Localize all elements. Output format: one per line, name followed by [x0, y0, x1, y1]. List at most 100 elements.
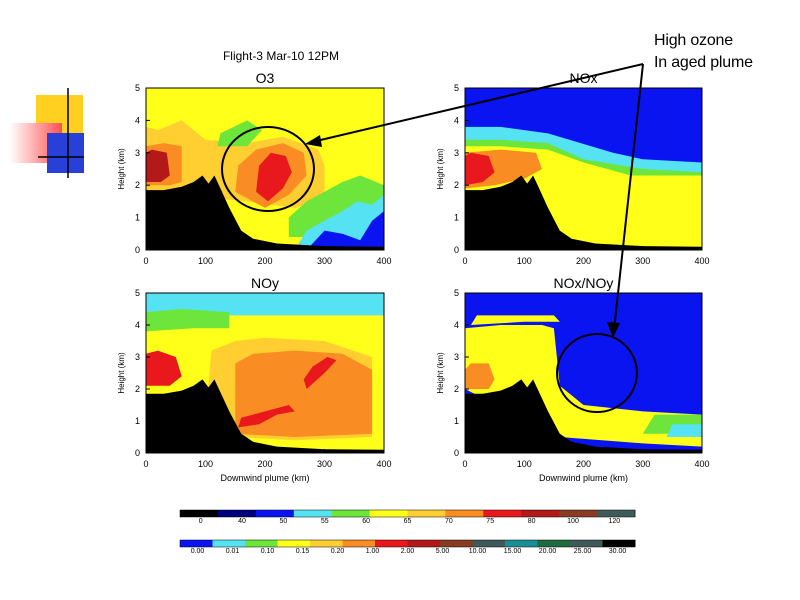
y-tick-label: 2 [135, 384, 140, 394]
x-tick-label: 200 [257, 256, 272, 266]
x-tick-label: 300 [635, 459, 650, 469]
colorbar-segment [369, 510, 408, 517]
x-tick-label: 400 [376, 459, 391, 469]
x-tick-label: 300 [317, 256, 332, 266]
terrain [146, 379, 384, 453]
colorbar-label: 20.00 [539, 548, 557, 555]
y-tick-label: 4 [454, 115, 459, 125]
colorbar-label: 70 [445, 518, 453, 525]
panel-title: NOx/NOy [554, 275, 614, 291]
y-tick-label: 5 [454, 83, 459, 93]
arrowhead-o3 [305, 135, 322, 147]
x-tick-label: 100 [198, 256, 213, 266]
contour-region [465, 152, 495, 186]
colorbar-frame [179, 509, 636, 518]
colorbar-label: 15.00 [504, 548, 522, 555]
colorbar-segment [342, 540, 376, 547]
y-tick-label: 0 [454, 245, 459, 255]
y-tick-label: 3 [454, 352, 459, 362]
x-tick-label: 200 [576, 256, 591, 266]
colorbar-segment [331, 510, 371, 517]
colorbar-segment [440, 540, 473, 547]
heatmap-field [146, 88, 384, 250]
colorbar-2: 0.00 0.01 0.10 0.15 0.20 1.00 2.00 5.00 10.00 15.… [179, 539, 636, 555]
terrain [146, 175, 384, 250]
contour-region [465, 363, 495, 389]
x-tick-label: 400 [694, 256, 709, 266]
y-tick-label: 2 [454, 384, 459, 394]
y-tick-label: 3 [454, 148, 459, 158]
x-axis-label: Downwind plume (km) [539, 473, 628, 483]
colorbar-segment [445, 510, 484, 517]
contour-region [217, 120, 262, 147]
y-tick-label: 0 [454, 448, 459, 458]
colorbar-label: 75 [486, 518, 494, 525]
panel-o3: O3 0 100 200 300 400 0 1 2 3 4 5 Height (km) [117, 70, 392, 266]
y-tick-label: 2 [135, 180, 140, 190]
y-tick-label: 2 [454, 180, 459, 190]
x-tick-label: 0 [143, 459, 148, 469]
contour-region [294, 194, 384, 250]
y-tick-label: 5 [135, 83, 140, 93]
y-tick-label: 5 [454, 288, 459, 298]
colorbar-segment [559, 510, 598, 517]
x-tick-label: 0 [143, 256, 148, 266]
annotation-text: High ozone In aged plume [654, 30, 753, 74]
y-axis-label: Height (km) [117, 148, 126, 190]
contour-region [256, 152, 292, 202]
y-axis-label: Height (km) [117, 352, 126, 394]
colorbar-frame [179, 539, 636, 548]
terrain [465, 175, 702, 250]
colorbar-segment [537, 540, 571, 547]
colorbar-segment [217, 510, 257, 517]
x-tick-label: 400 [694, 459, 709, 469]
contour-region [470, 315, 560, 325]
contour-region [303, 357, 337, 389]
colorbar-label: 80 [528, 518, 536, 525]
y-tick-label: 0 [135, 245, 140, 255]
colorbar-label: 50 [280, 518, 288, 525]
x-axis-label: Downwind plume (km) [220, 473, 309, 483]
colorbar-label: 0.20 [331, 548, 345, 555]
colorbar-label: 2.00 [401, 548, 415, 555]
colorbar-label: 0.01 [226, 548, 240, 555]
colorbar-segment [245, 540, 278, 547]
colorbar-label: 65 [404, 518, 412, 525]
x-tick-label: 300 [317, 459, 332, 469]
y-tick-label: 1 [454, 213, 459, 223]
o3-highlight-circle [221, 126, 315, 212]
x-tick-label: 100 [517, 459, 532, 469]
y-tick-label: 5 [135, 288, 140, 298]
colorbar-label: 0 [199, 518, 203, 525]
panel-title: O3 [256, 70, 275, 86]
colorbar-label: 0.10 [261, 548, 275, 555]
y-tick-label: 1 [135, 416, 140, 426]
figure-title: Flight-3 Mar-10 12PM [223, 49, 339, 63]
colorbar-label: 30.00 [609, 548, 627, 555]
colorbar-segment [483, 510, 522, 517]
colorbar-segment [407, 510, 446, 517]
contour-region [666, 424, 702, 437]
panel-noy: NOy 0 100 200 300 400 0 1 2 3 4 5 Height (km) Downwin… [117, 275, 392, 483]
colorbar-segment [521, 510, 560, 517]
annotation-line-2: In aged plume [654, 54, 753, 71]
x-tick-label: 400 [376, 256, 391, 266]
colorbar-label: 100 [567, 518, 579, 525]
colorbar-segment [375, 540, 408, 547]
annotation-line-1: High ozone [654, 32, 733, 49]
colorbar-segment [255, 510, 295, 517]
y-axis-label: Height (km) [436, 148, 445, 190]
panel-nox-noy: NOx/NOy 0 100 200 300 400 0 1 2 3 4 5 Height (km) Dow… [436, 275, 710, 483]
x-tick-label: 300 [635, 256, 650, 266]
colorbar-label: 55 [321, 518, 329, 525]
contour-region [146, 293, 384, 316]
heatmap-field [465, 88, 702, 250]
x-tick-label: 0 [462, 256, 467, 266]
y-tick-label: 3 [135, 352, 140, 362]
colorbar-label: 0.15 [296, 548, 310, 555]
y-axis-label: Height (km) [436, 352, 445, 394]
contour-region [146, 350, 182, 386]
colorbar-segment [597, 510, 636, 517]
